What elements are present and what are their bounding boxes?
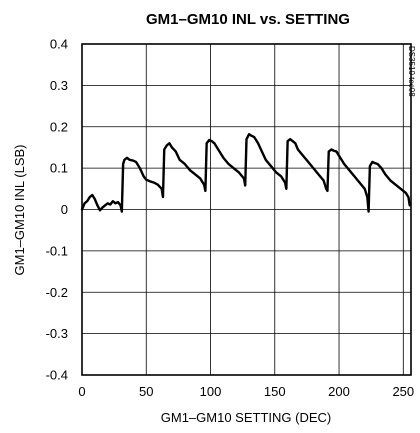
x-tick-label: 0 (78, 384, 85, 399)
y-tick-label: 0.2 (50, 119, 68, 134)
doc-id: DS3510 toc08 (407, 46, 416, 97)
x-axis-label: GM1–GM10 SETTING (DEC) (161, 410, 331, 425)
x-tick-label: 200 (328, 384, 350, 399)
x-tick-label: 100 (200, 384, 222, 399)
x-tick-label: 50 (139, 384, 153, 399)
x-tick-label: 150 (264, 384, 286, 399)
y-tick-label: -0.4 (46, 368, 68, 383)
x-tick-label: 250 (392, 384, 414, 399)
x-axis-ticks: 0 50 100 150 200 250 (78, 384, 414, 399)
y-tick-label: 0 (61, 202, 68, 217)
y-tick-label: 0.1 (50, 161, 68, 176)
y-tick-label: -0.3 (46, 326, 68, 341)
y-tick-label: 0.3 (50, 78, 68, 93)
y-axis-label: GM1–GM10 INL (LSB) (12, 144, 27, 275)
grid (82, 44, 411, 375)
chart-title: GM1–GM10 INL vs. SETTING (146, 11, 350, 28)
inl-series-line (80, 133, 411, 213)
y-tick-label: -0.1 (46, 243, 68, 258)
y-tick-label: -0.2 (46, 285, 68, 300)
y-axis-ticks: 0.4 0.3 0.2 0.1 0 -0.1 -0.2 -0.3 -0.4 (46, 37, 68, 383)
y-tick-label: 0.4 (50, 37, 68, 52)
